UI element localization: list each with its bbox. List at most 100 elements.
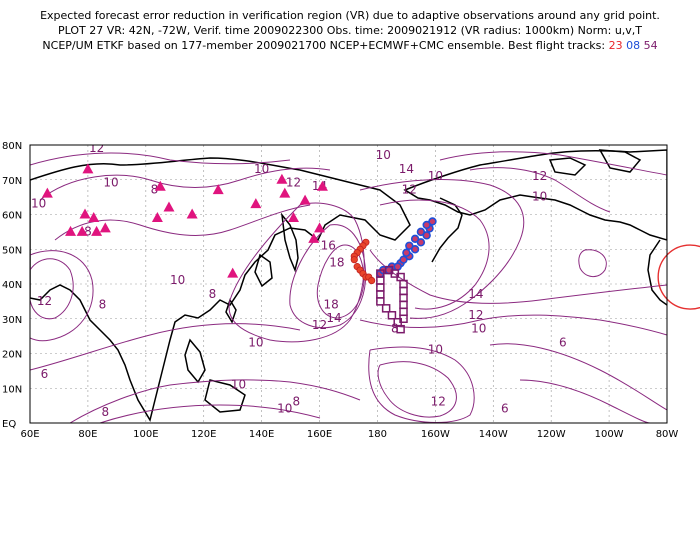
observation-triangle-marker [99,222,111,233]
observation-triangle-marker [279,187,291,198]
contour-label: 10 [103,176,118,190]
observation-triangle-marker [186,208,198,219]
lat-tick-label: 10N [2,384,22,395]
track-08-point [410,234,420,244]
track-08-point [399,255,408,264]
track-54-point [387,311,397,320]
contour-label: 10 [248,336,263,350]
contour-label: 8 [209,287,217,301]
contour-label: 10 [428,343,443,357]
contour-label: 18 [323,297,338,311]
contour-value-labels: 1210108128681012141081618181412101081081… [31,141,567,419]
flight-tracks [350,217,437,334]
observation-triangle-marker [154,180,166,191]
gridlines [29,144,668,424]
track-08-point [422,231,431,240]
contour-label: 10 [231,377,246,391]
contour-label: 12 [468,308,483,322]
observation-triangle-marker [88,211,100,222]
track-54-point [376,283,385,292]
lon-tick-label: 140W [479,429,508,440]
lon-tick-label: 160W [421,429,450,440]
contour-label: 12 [286,176,301,190]
contour-label: 8 [99,297,107,311]
track-54-point [399,300,408,310]
verification-region [657,244,700,310]
contour-label: 12 [532,169,547,183]
track-08-point [410,245,420,254]
contour-label: 6 [41,367,49,381]
lon-tick-label: 180 [368,429,387,440]
plot-header: Expected forecast error reduction in ver… [0,8,700,53]
lat-tick-label: 20N [2,350,22,361]
contour-label: 12 [402,183,417,197]
lat-tick-label: 40N [2,280,22,291]
observation-triangles [41,163,328,278]
observation-triangle-marker [82,163,94,174]
observation-triangle-marker [250,198,262,209]
contour-label: 10 [532,190,547,204]
contour-label: 12 [89,141,104,155]
contour-label: 8 [151,183,159,197]
observation-triangle-marker [76,225,88,236]
contour-label: 10 [376,148,391,162]
track-08-point [402,248,411,257]
lat-tick-label: 50N [2,245,22,256]
track-23-point [350,256,358,264]
lon-tick-label: 160E [307,429,332,440]
plot-frame [29,144,668,424]
lat-tick-label: 30N [2,315,22,326]
contour-lines [30,151,667,423]
lon-tick-label: 80E [78,429,97,440]
lon-tick-label: 120W [537,429,566,440]
track-08-point [416,238,426,247]
lat-tick-label: 70N [2,176,22,187]
contour-label: 18 [329,256,344,270]
header-line-1: Expected forecast error reduction in ver… [40,9,660,22]
track-54-point [399,307,408,317]
contour-label: 8 [391,322,399,336]
contour-label: 14 [399,162,414,176]
lon-tick-label: 80W [656,429,679,440]
contour-label: 16 [321,238,336,252]
contour-label: 10 [471,322,486,336]
track-23-label: 23 [608,39,623,52]
observation-triangle-marker [227,267,239,278]
contour-label: 6 [501,402,509,416]
contour-label: 8 [101,405,109,419]
track-08-point [405,241,414,250]
track-54-point [399,286,408,296]
observation-triangle-marker [314,222,326,233]
observation-triangle-marker [79,208,91,219]
lon-tick-label: 120E [191,429,216,440]
lat-tick-label: 60N [2,211,22,222]
lon-tick-label: 60E [20,429,39,440]
observation-triangle-marker [299,194,311,205]
header-line-3-text: NCEP/UM ETKF based on 177-member 2009021… [42,39,606,52]
contour-label: 10 [170,273,185,287]
track-23-point [368,276,376,285]
lat-tick-label: 80N [2,141,22,152]
track-54-label: 54 [643,39,658,52]
track-54-point [376,276,385,285]
lat-tick-label: EQ [2,419,16,430]
contour-label: 10 [277,402,292,416]
contour-label: 10 [428,169,443,183]
contour-label: 12 [431,395,446,409]
track-08-label: 08 [626,39,641,52]
verification-region-circle [657,244,700,310]
contour-label: 14 [326,311,341,325]
track-08-point [393,262,402,271]
observation-triangle-marker [212,184,224,195]
axis-ticks: 80N 70N 60N 50N 40N 30N 20N 10N EQ 60E 80E 100E 120E… [2,141,678,440]
contour-label: 12 [37,294,52,308]
observation-triangle-marker [316,180,328,191]
lon-tick-label: 100W [595,429,624,440]
contour-label: 14 [468,287,483,301]
observation-triangle-marker [65,225,77,236]
observation-triangle-marker [287,211,299,222]
observation-triangle-marker [91,225,103,236]
lon-tick-label: 100E [133,429,158,440]
observation-triangle-marker [276,173,288,184]
track-54-point [384,265,394,275]
